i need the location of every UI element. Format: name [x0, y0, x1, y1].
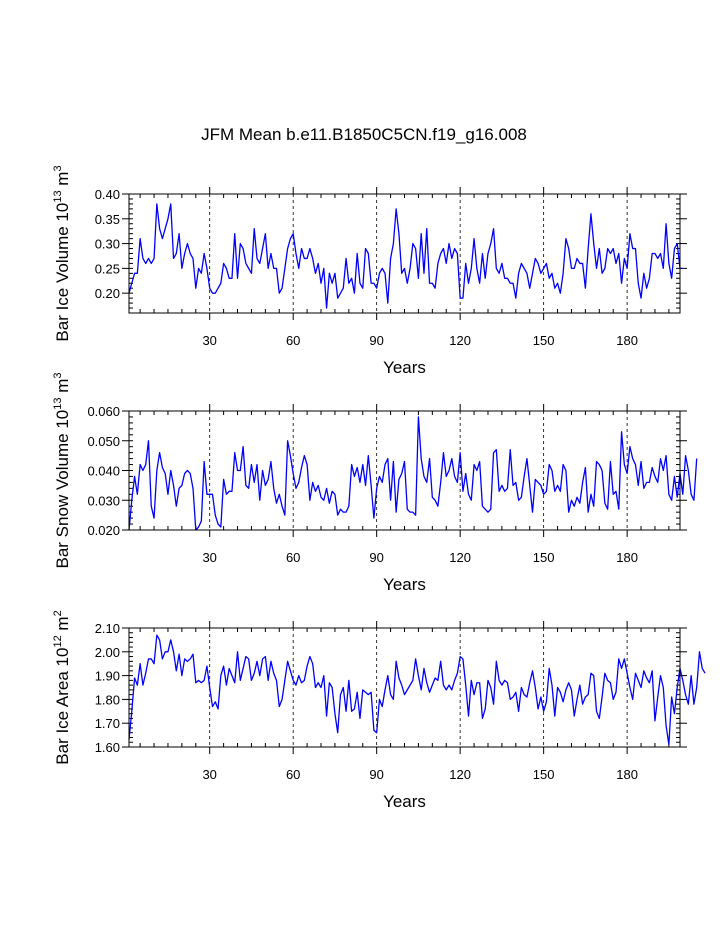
x-tick-label: 30 — [202, 550, 216, 565]
x-tick-label: 180 — [616, 767, 638, 782]
x-tick-label: 180 — [616, 550, 638, 565]
x-tick-label: 60 — [286, 767, 300, 782]
y-tick-label: 1.60 — [95, 740, 120, 755]
x-tick-label: 30 — [202, 767, 216, 782]
x-tick-label: 150 — [533, 767, 555, 782]
plot-frame — [128, 410, 681, 531]
x-tick-label: 120 — [449, 767, 471, 782]
series-line — [128, 416, 698, 531]
y-tick-label: 0.030 — [87, 493, 120, 508]
x-tick-label: 60 — [286, 550, 300, 565]
panel-ice-area: 30 60 90 120 150 180 1.60 1.70 1.80 1.90 2.00 2.10 Y… — [52, 610, 706, 811]
y-axis-title: Bar Snow Volume 1013 m3 — [52, 372, 72, 568]
panel-ice-volume: 30 60 90 120 150 180 0.20 0.25 0.30 0.35 0.40 Years… — [52, 165, 687, 377]
x-tick-label: 150 — [533, 550, 555, 565]
x-tick-label: 180 — [616, 333, 638, 348]
x-tick-label: 120 — [449, 333, 471, 348]
y-tick-label: 0.30 — [95, 237, 120, 252]
y-axis-title: Bar Ice Volume 1013 m3 — [52, 165, 72, 341]
x-tick-label: 150 — [533, 333, 555, 348]
x-tick-label: 90 — [369, 550, 383, 565]
y-tick-label: 0.020 — [87, 523, 120, 538]
series-line — [128, 203, 683, 309]
y-tick-label: 0.20 — [95, 286, 120, 301]
y-tick-label: 0.050 — [87, 434, 120, 449]
plot-frame — [128, 627, 681, 748]
x-axis-title: Years — [383, 792, 426, 811]
y-tick-label: 2.10 — [95, 621, 120, 636]
plot-frame — [128, 193, 681, 314]
y-tick-label: 0.40 — [95, 187, 120, 202]
x-tick-label: 60 — [286, 333, 300, 348]
y-tick-label: 0.35 — [95, 212, 120, 227]
y-tick-label: 1.70 — [95, 716, 120, 731]
series-line — [128, 634, 706, 746]
y-tick-label: 1.80 — [95, 692, 120, 707]
y-tick-label: 2.00 — [95, 645, 120, 660]
y-tick-label: 1.90 — [95, 669, 120, 684]
panel-snow-volume: 30 60 90 120 150 180 0.020 0.030 0.040 0.050 0.060… — [52, 372, 698, 594]
x-axis-title: Years — [383, 358, 426, 377]
y-tick-label: 0.040 — [87, 464, 120, 479]
x-tick-label: 90 — [369, 333, 383, 348]
y-axis-title: Bar Ice Area 1012 m2 — [52, 610, 72, 764]
x-axis-title: Years — [383, 575, 426, 594]
x-tick-label: 30 — [202, 333, 216, 348]
x-tick-label: 90 — [369, 767, 383, 782]
x-tick-label: 120 — [449, 550, 471, 565]
y-tick-label: 0.25 — [95, 261, 120, 276]
figure-title: JFM Mean b.e11.B1850C5CN.f19_g16.008 — [201, 125, 527, 144]
y-tick-label: 0.060 — [87, 404, 120, 419]
